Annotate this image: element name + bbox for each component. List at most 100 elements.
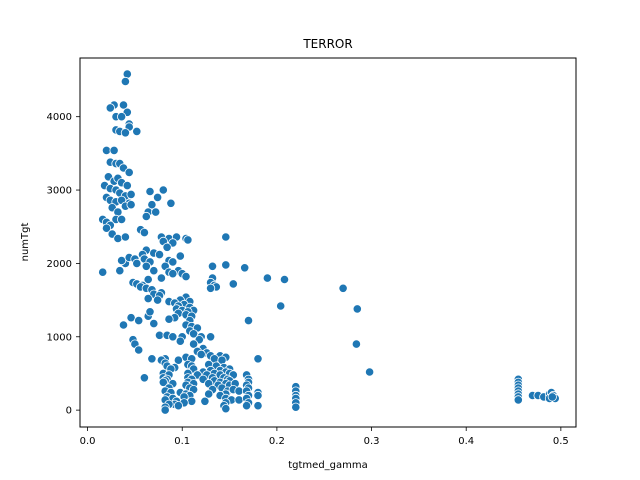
data-point (160, 405, 170, 415)
x-tick-label: 0.3 (364, 436, 380, 447)
x-tick-label: 0.5 (553, 436, 569, 447)
data-point (153, 295, 163, 305)
data-point (141, 211, 151, 222)
data-point (221, 404, 231, 414)
data-point (175, 251, 185, 261)
x-axis-label: tgtmed_gamma (288, 460, 368, 471)
data-point (151, 207, 161, 217)
y-tick-label: 2000 (47, 259, 72, 270)
x-tick-label: 0.1 (174, 436, 190, 447)
data-point (154, 330, 165, 340)
data-point (168, 257, 178, 267)
data-point (206, 283, 216, 293)
data-point (143, 274, 153, 285)
data-point (115, 266, 125, 276)
data-point (234, 395, 244, 405)
data-point (158, 185, 168, 195)
data-point (206, 332, 216, 342)
data-point (141, 261, 151, 271)
data-point (240, 263, 250, 273)
data-point (166, 198, 176, 208)
data-point (547, 392, 557, 402)
y-tick-label: 3000 (47, 186, 72, 197)
data-point (120, 232, 131, 242)
data-point (134, 315, 144, 326)
data-point (352, 304, 362, 314)
data-point (118, 100, 129, 110)
data-point (120, 128, 131, 138)
data-point (276, 301, 286, 311)
data-point (154, 250, 165, 260)
data-point (134, 345, 144, 355)
x-axis-ticks: 0.0 0.1 0.2 0.3 0.4 0.5 (80, 427, 569, 447)
plot-frame (79, 57, 577, 428)
data-point (149, 318, 159, 329)
data-point (364, 367, 375, 377)
data-point (181, 271, 191, 282)
data-point (156, 273, 166, 283)
data-point (189, 339, 199, 349)
data-point (143, 293, 153, 304)
x-tick-label: 0.4 (458, 436, 474, 447)
data-point (513, 395, 523, 405)
data-point (175, 336, 185, 346)
data-point (234, 386, 244, 396)
data-point (168, 332, 178, 342)
y-axis-label: numTgt (20, 223, 31, 262)
chart-title: TERROR (302, 37, 352, 51)
data-point (187, 396, 197, 406)
data-point (117, 255, 127, 266)
data-point (109, 145, 119, 155)
data-point (207, 261, 218, 271)
data-point (243, 315, 254, 326)
data-point (126, 200, 136, 210)
data-point (253, 401, 263, 411)
data-point (173, 355, 183, 365)
data-point (253, 354, 263, 364)
data-point (117, 112, 127, 122)
data-point (117, 214, 127, 224)
data-point (101, 145, 112, 155)
data-point (139, 373, 149, 383)
data-point (291, 402, 301, 412)
data-point (168, 269, 178, 279)
data-point (122, 181, 132, 191)
data-point (120, 76, 131, 87)
data-point (153, 192, 163, 202)
data-point (164, 314, 174, 324)
y-tick-label: 4000 (47, 112, 72, 123)
data-point (158, 377, 168, 387)
data-point (221, 232, 231, 242)
data-point (101, 223, 112, 233)
data-point (124, 167, 134, 177)
y-tick-label: 1000 (47, 332, 72, 343)
data-point (351, 339, 361, 349)
points-layer (98, 69, 560, 415)
data-point (113, 233, 123, 244)
data-point (145, 307, 155, 317)
data-point (183, 235, 193, 245)
data-point (105, 103, 115, 113)
data-point (279, 274, 290, 285)
data-point (132, 126, 142, 136)
x-tick-label: 0.0 (80, 436, 96, 447)
data-point (126, 189, 136, 199)
data-point (338, 283, 348, 293)
data-point (242, 401, 252, 411)
data-point (145, 186, 155, 197)
data-point (126, 313, 136, 323)
data-point (147, 354, 157, 364)
x-tick-label: 0.2 (269, 436, 285, 447)
data-point (139, 228, 149, 238)
y-tick-label: 0 (66, 406, 72, 417)
data-point (132, 258, 142, 268)
data-point (204, 389, 214, 399)
data-point (162, 242, 172, 252)
data-point (149, 266, 159, 276)
data-point (196, 349, 206, 359)
data-point (173, 401, 183, 411)
data-point (221, 260, 231, 270)
data-point (253, 390, 263, 401)
